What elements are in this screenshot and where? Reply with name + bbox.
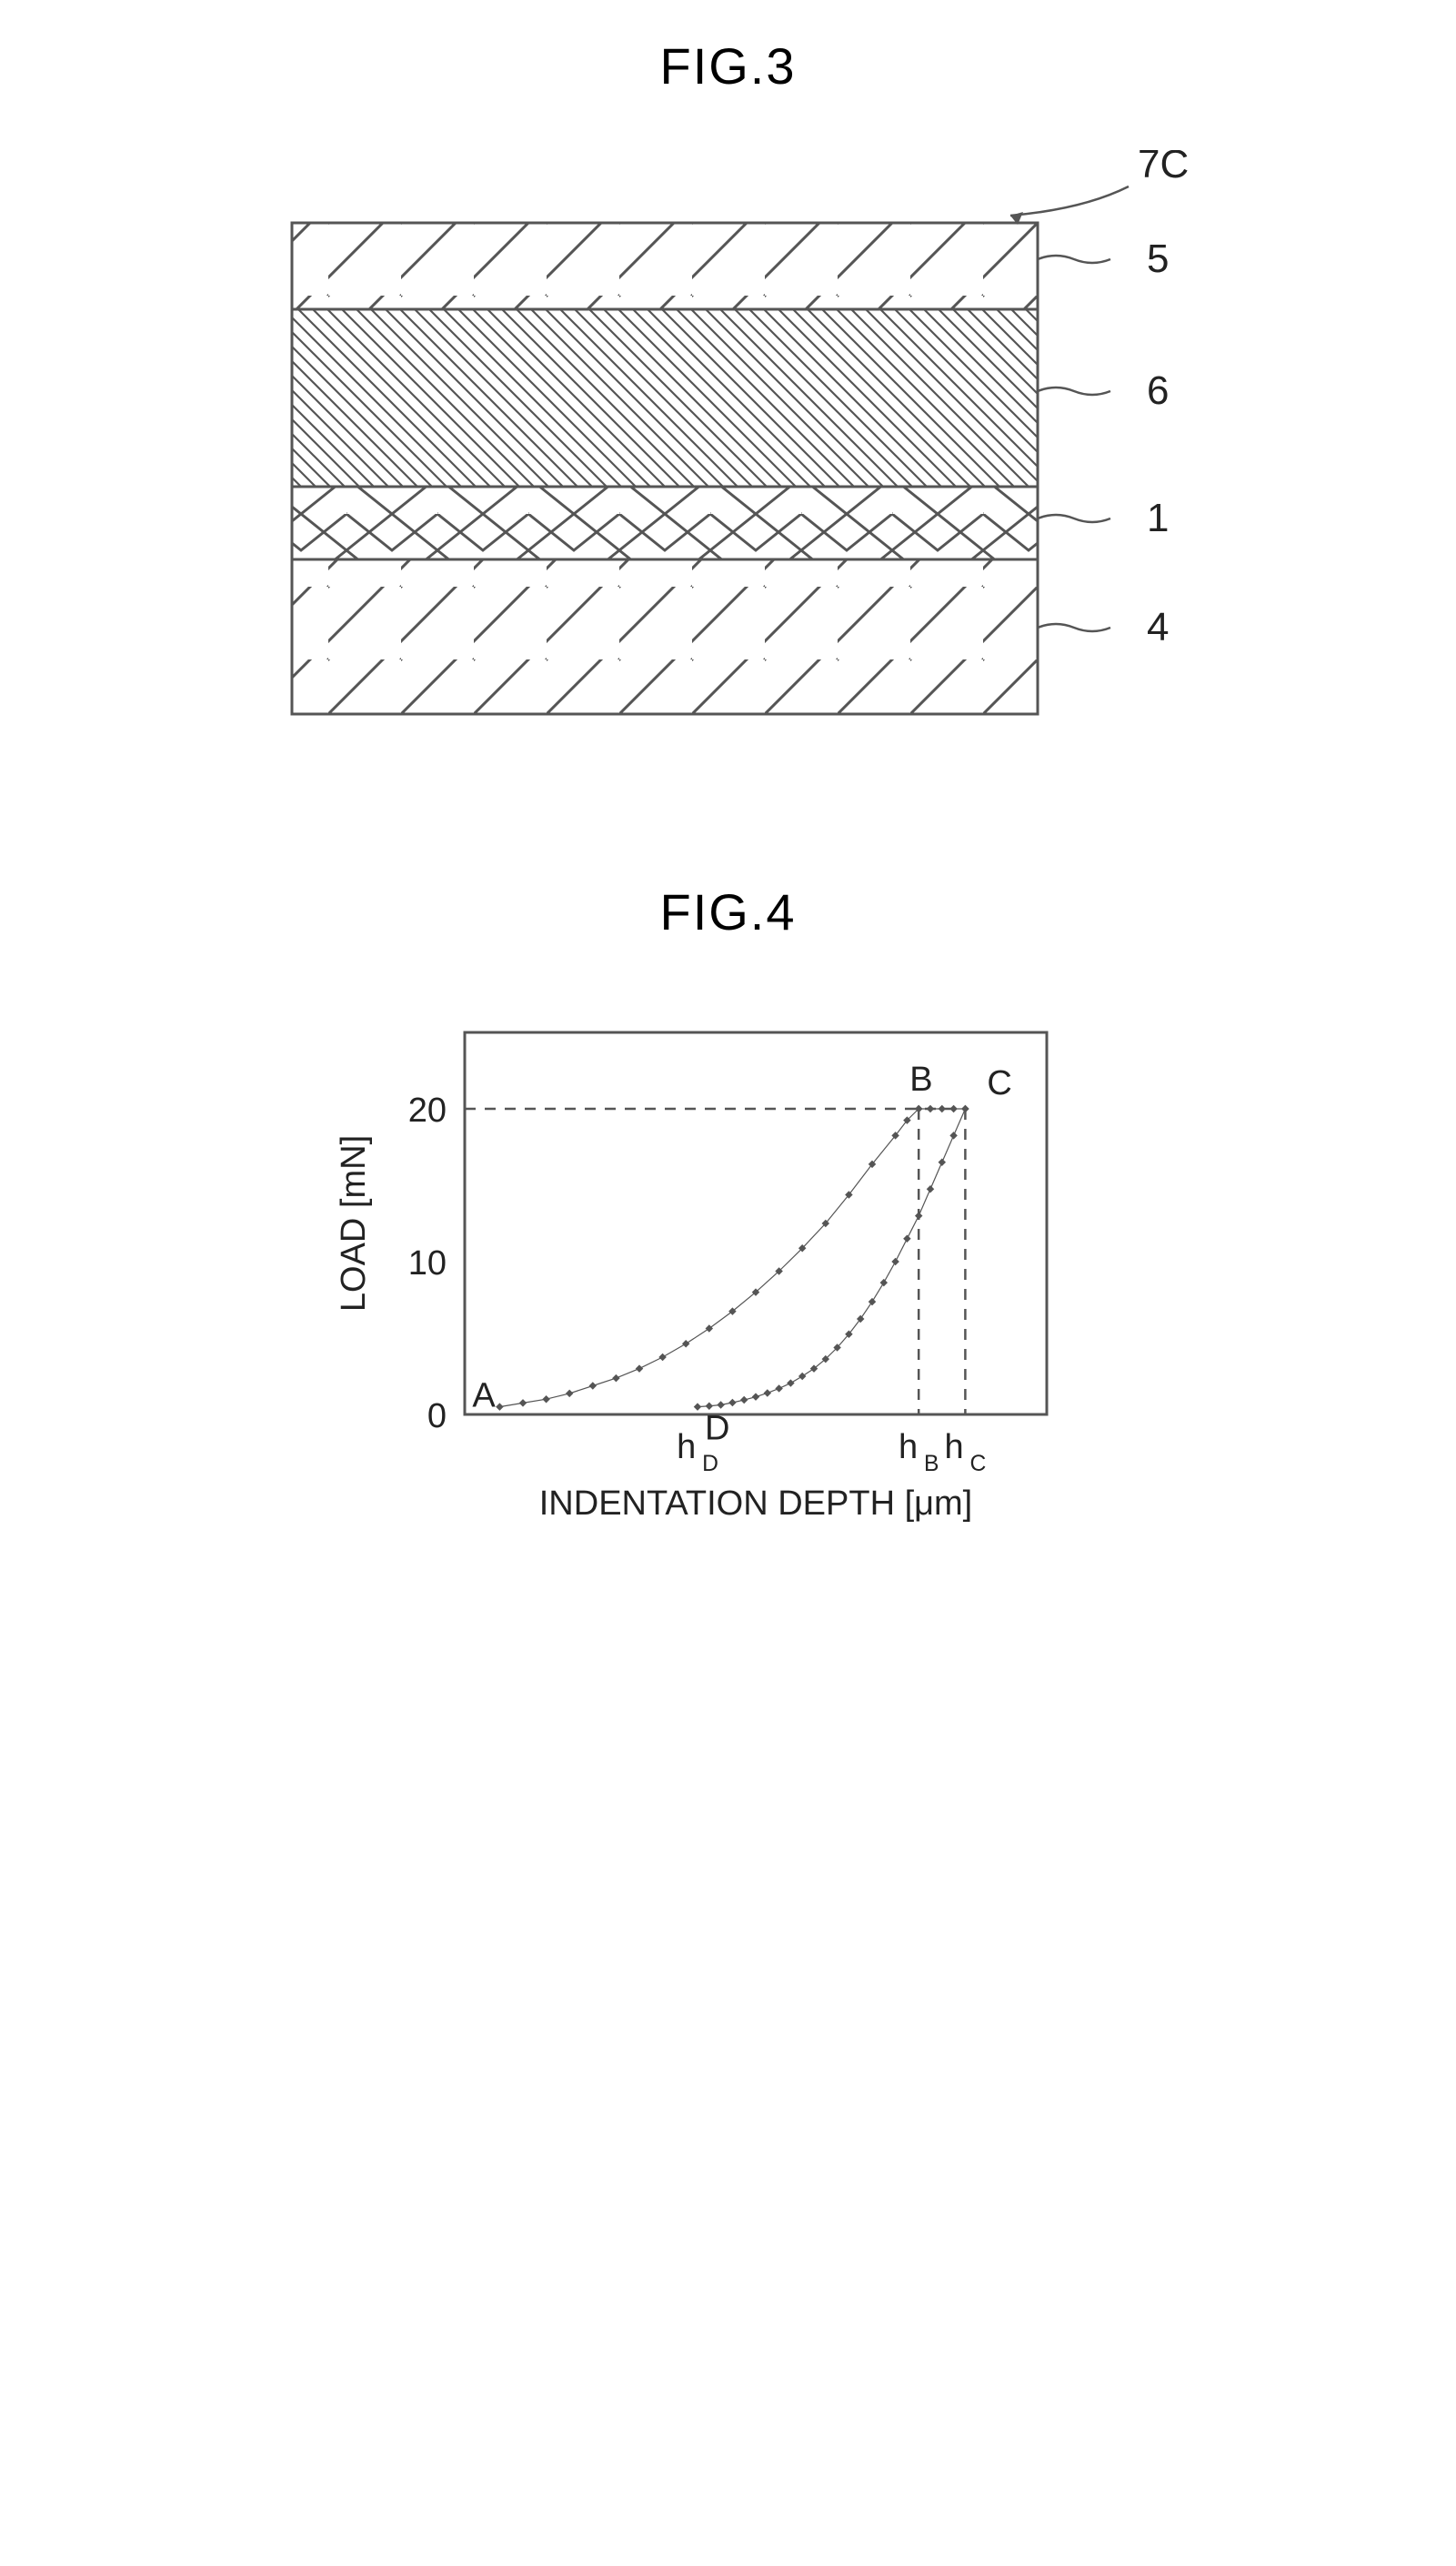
figure-4: FIG.4 0 10 20 LOAD [mN] INDENTATION DEPTH [μ… — [183, 882, 1274, 1565]
y-tick-10: 10 — [407, 1244, 446, 1283]
layer-label-5: 5 — [1147, 236, 1169, 281]
point-label-D: D — [705, 1410, 729, 1448]
fig3-title: FIG.3 — [183, 36, 1274, 96]
fig4-svg: 0 10 20 LOAD [mN] INDENTATION DEPTH [μm] A B C D… — [319, 996, 1138, 1560]
y-tick-20: 20 — [407, 1092, 446, 1130]
point-label-B: B — [909, 1061, 932, 1099]
layer-label-4: 4 — [1147, 605, 1169, 649]
x-axis-label: INDENTATION DEPTH [μm] — [538, 1484, 971, 1523]
fig3-drawing: 5 6 1 4 7C — [256, 150, 1201, 737]
x-marker-C: h C — [944, 1428, 986, 1476]
point-label-C: C — [987, 1064, 1011, 1102]
y-tick-0: 0 — [427, 1397, 446, 1435]
y-axis-label: LOAD [mN] — [335, 1135, 373, 1312]
layer-label-6: 6 — [1147, 368, 1169, 413]
fig3-svg: 5 6 1 4 7C — [256, 150, 1201, 732]
fig4-title: FIG.4 — [183, 882, 1274, 941]
fig4-drawing: 0 10 20 LOAD [mN] INDENTATION DEPTH [μm] A B C D… — [319, 996, 1138, 1565]
layer-label-1: 1 — [1147, 496, 1169, 540]
point-label-A: A — [472, 1377, 496, 1415]
x-marker-B: h B — [898, 1428, 938, 1476]
callout-7c: 7C — [1138, 150, 1189, 186]
figure-3: FIG.3 5 6 1 4 7C — [183, 36, 1274, 737]
